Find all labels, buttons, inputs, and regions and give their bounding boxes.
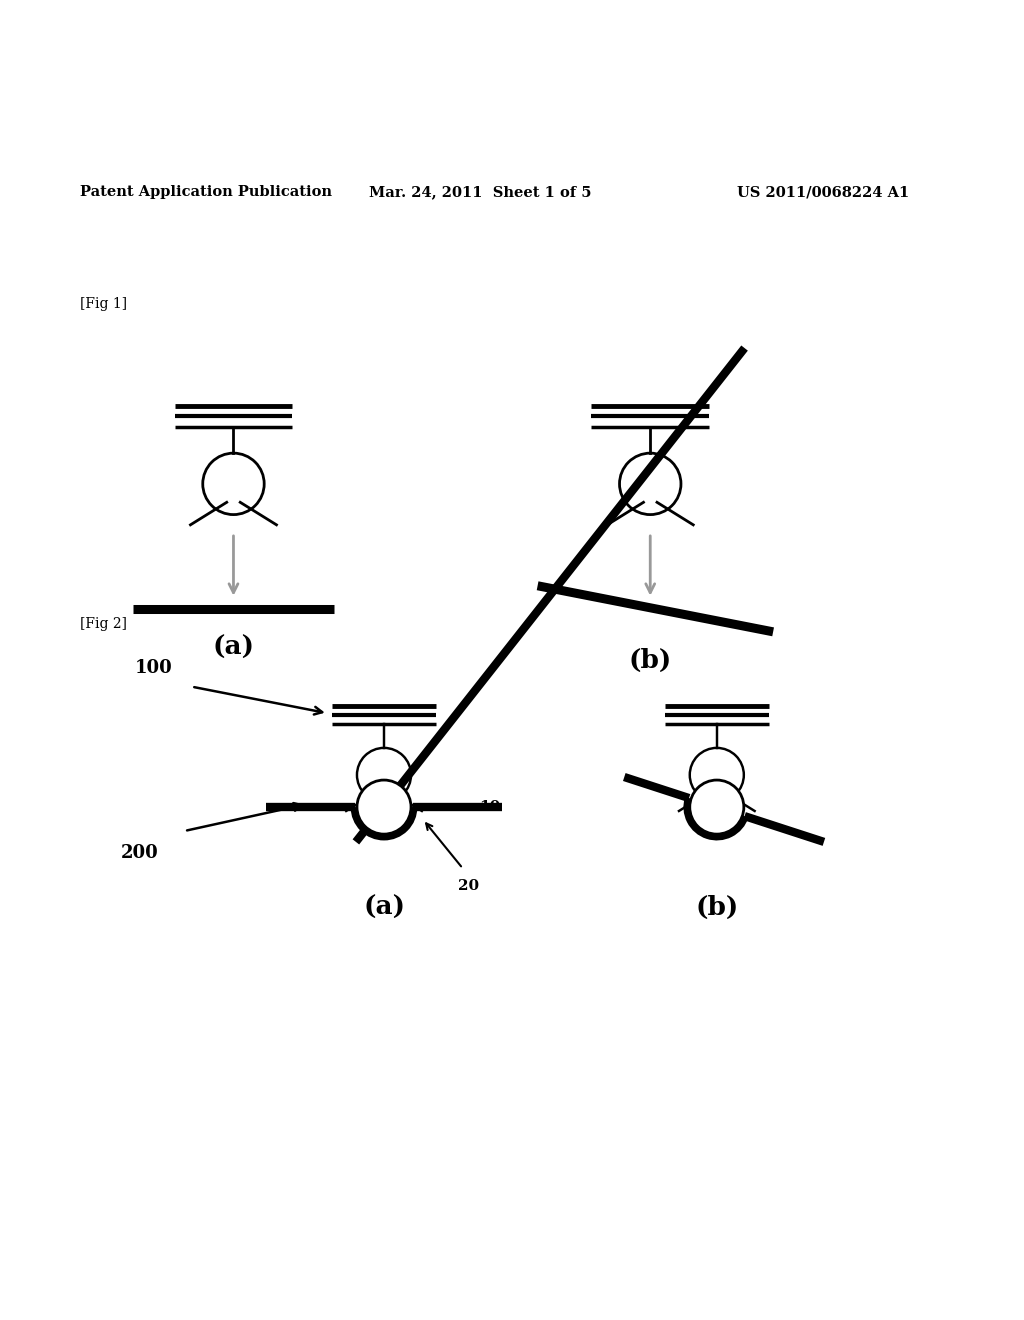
- Text: Mar. 24, 2011  Sheet 1 of 5: Mar. 24, 2011 Sheet 1 of 5: [369, 185, 591, 199]
- Circle shape: [690, 780, 743, 834]
- Text: (b): (b): [629, 648, 672, 673]
- Circle shape: [357, 780, 411, 834]
- Text: [Fig 1]: [Fig 1]: [80, 297, 127, 310]
- Text: 200: 200: [121, 845, 159, 862]
- Text: US 2011/0068224 A1: US 2011/0068224 A1: [737, 185, 909, 199]
- Text: 100: 100: [135, 660, 173, 677]
- Text: [Fig 2]: [Fig 2]: [80, 618, 127, 631]
- Text: (a): (a): [212, 635, 255, 660]
- Text: 10: 10: [479, 800, 501, 814]
- Text: Patent Application Publication: Patent Application Publication: [80, 185, 332, 199]
- Text: (b): (b): [695, 895, 738, 920]
- Text: 20: 20: [458, 879, 479, 892]
- Text: (a): (a): [362, 895, 406, 920]
